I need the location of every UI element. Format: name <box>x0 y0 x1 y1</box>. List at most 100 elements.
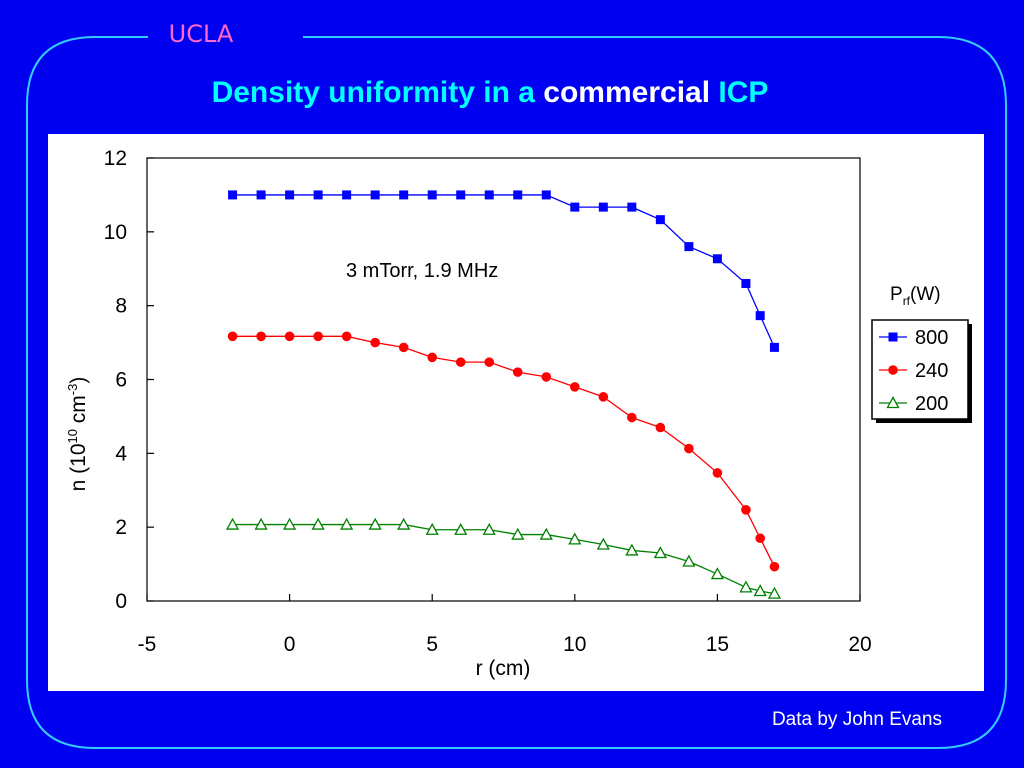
series-200 <box>225 517 782 599</box>
data-point <box>283 517 297 530</box>
legend-item-240: 240 <box>879 360 948 382</box>
y-tick-label: 6 <box>115 369 127 392</box>
data-point <box>682 554 696 567</box>
data-point <box>311 517 325 530</box>
data-point <box>225 517 240 530</box>
y-tick-label: 8 <box>115 295 127 318</box>
data-point <box>598 392 609 402</box>
data-point <box>342 190 352 200</box>
data-point <box>755 533 765 544</box>
data-point <box>596 537 610 550</box>
y-tick-label: 12 <box>104 147 127 170</box>
data-point <box>541 190 551 200</box>
data-point <box>425 522 439 535</box>
data-point <box>399 190 409 200</box>
data-point <box>228 190 238 200</box>
data-point <box>712 254 722 264</box>
data-point <box>769 342 779 352</box>
data-point <box>627 412 637 423</box>
data-point <box>655 422 666 433</box>
series-line-200 <box>232 523 775 595</box>
data-point <box>256 331 266 342</box>
tick-labels: 0 2 4 6 8 10 12 -5 0 5 10 15 20 <box>104 147 872 656</box>
title-part-1: Density uniformity in a <box>211 76 544 109</box>
data-point <box>427 352 438 363</box>
y-tick-label: 0 <box>115 590 127 613</box>
density-chart: 0 2 4 6 8 10 12 -5 0 5 10 15 20 3 mTorr, 1.9 MHz r (… <box>65 147 972 680</box>
data-point <box>513 190 523 200</box>
legend: 800 240 200 <box>871 319 972 423</box>
x-axis-label: r (cm) <box>476 657 531 680</box>
x-tick-label: 0 <box>284 633 296 656</box>
series-line-800 <box>232 194 776 348</box>
data-point <box>655 215 665 225</box>
data-point <box>456 190 466 200</box>
chart-panel: 0 2 4 6 8 10 12 -5 0 5 10 15 20 3 mTorr, 1.9 MHz r (… <box>48 134 984 691</box>
data-point <box>484 190 494 200</box>
x-tick-label: 10 <box>563 633 586 656</box>
data-point <box>712 468 723 478</box>
data-point <box>254 517 268 530</box>
x-tick-label: 5 <box>426 633 438 656</box>
legend-item-800: 800 <box>879 327 948 349</box>
y-tick-label: 10 <box>104 221 127 244</box>
data-point <box>482 522 496 535</box>
data-point <box>539 527 553 540</box>
data-point <box>653 546 667 559</box>
plot-area-border <box>146 157 861 602</box>
data-point <box>313 331 323 342</box>
data-point <box>684 443 694 454</box>
data-point <box>455 357 466 367</box>
chart-annotation: 3 mTorr, 1.9 MHz <box>346 260 498 282</box>
data-credit: Data by John Evans <box>771 709 942 730</box>
legend-label: 240 <box>915 360 948 382</box>
legend-item-200: 200 <box>879 393 948 415</box>
data-point <box>484 357 495 367</box>
data-point <box>541 372 552 382</box>
data-point <box>741 505 751 515</box>
data-point <box>753 584 767 597</box>
data-point <box>625 543 639 556</box>
data-point <box>684 242 694 252</box>
data-point <box>397 517 411 530</box>
data-point <box>568 532 582 545</box>
series-240 <box>227 331 780 572</box>
data-point <box>313 190 323 200</box>
x-tick-label: 20 <box>848 633 871 656</box>
legend-marker <box>886 396 900 409</box>
x-tick-label: 15 <box>706 633 729 656</box>
legend-label: 800 <box>915 327 948 349</box>
data-point <box>427 190 437 200</box>
data-point <box>368 517 382 530</box>
data-point <box>627 202 637 212</box>
data-point <box>454 522 468 535</box>
data-point <box>710 567 724 580</box>
data-point <box>398 342 409 353</box>
data-point <box>767 586 782 599</box>
data-point <box>511 527 525 540</box>
data-point <box>340 517 354 530</box>
series-layer <box>225 190 782 599</box>
data-point <box>256 190 266 200</box>
slide-title: Density uniformity in a commercial ICP <box>0 76 980 110</box>
data-point <box>755 311 765 321</box>
legend-marker <box>888 332 898 342</box>
y-tick-label: 2 <box>115 516 127 539</box>
title-part-2: commercial <box>543 76 711 109</box>
data-point <box>741 279 751 289</box>
brand-logo-text: UCLA <box>168 20 234 48</box>
data-point <box>598 202 608 212</box>
data-point <box>370 337 380 348</box>
title-part-3: ICP <box>710 76 769 109</box>
y-tick-label: 4 <box>115 442 127 465</box>
axes <box>146 157 861 602</box>
y-axis-label: n (1010 cm-3) <box>65 377 90 492</box>
series-800 <box>228 190 779 352</box>
data-point <box>370 190 380 200</box>
data-point <box>570 202 580 212</box>
data-point <box>769 561 780 572</box>
legend-marker <box>888 365 898 375</box>
legend-title: Prf(W) <box>890 284 941 308</box>
x-tick-label: -5 <box>138 633 157 656</box>
